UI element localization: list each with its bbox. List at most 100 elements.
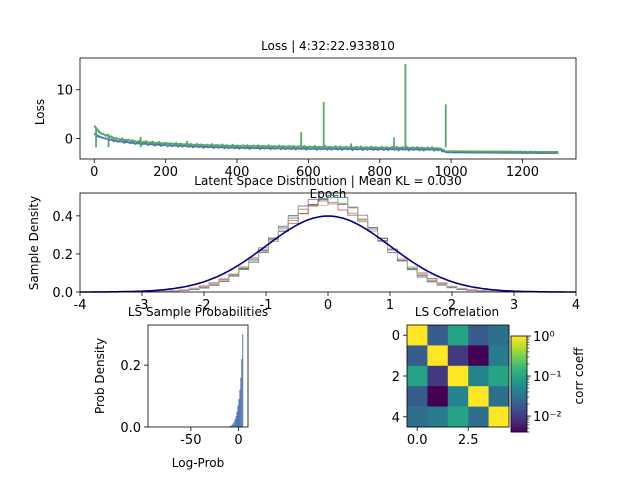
logprob-ytick-label: 0.0 bbox=[120, 421, 141, 436]
colorbar-segment bbox=[511, 372, 527, 375]
loss-series-noise bbox=[236, 143, 274, 149]
loss-series-noise bbox=[236, 145, 274, 151]
colorbar-frame bbox=[510, 335, 528, 433]
correlation-cell bbox=[447, 325, 469, 346]
logprob-hist-bar bbox=[236, 411, 238, 427]
loss-series-noise bbox=[486, 151, 523, 154]
colorbar-segment bbox=[511, 403, 527, 406]
latent-xtick-label: 4 bbox=[572, 298, 580, 313]
logprob-hist-bar bbox=[233, 421, 235, 427]
correlation-cell bbox=[407, 365, 428, 387]
colorbar-segment bbox=[511, 395, 527, 398]
colorbar-segment bbox=[511, 427, 527, 430]
loss-series-noise bbox=[414, 145, 441, 151]
colorbar-segment bbox=[511, 412, 527, 415]
logprob-title: LS Sample Probabilities bbox=[128, 305, 268, 319]
logprob-hist-bar bbox=[234, 419, 236, 427]
loss-xtick-label: 400 bbox=[225, 165, 250, 180]
correlation-xtick-label: 2.5 bbox=[458, 433, 479, 448]
correlation-cell bbox=[447, 345, 469, 367]
logprob-hist-bar bbox=[239, 389, 241, 427]
colorbar-segment bbox=[511, 382, 527, 385]
loss-plot-area: 0 200 400 600 800 1000 1200 0 10 bbox=[56, 63, 559, 180]
latent-hist-series-4 bbox=[80, 202, 576, 293]
colorbar-segment bbox=[511, 366, 527, 369]
loss-ytick-label: 10 bbox=[56, 84, 73, 99]
correlation-cell bbox=[468, 325, 489, 346]
loss-xtick-label: 200 bbox=[153, 165, 178, 180]
colorbar-segment bbox=[511, 364, 527, 367]
colorbar-segment bbox=[511, 336, 527, 338]
loss-axes-frame bbox=[79, 57, 577, 160]
colorbar-segment bbox=[511, 401, 527, 404]
colorbar-segment bbox=[511, 390, 527, 393]
colorbar-segment bbox=[511, 425, 527, 428]
logprob-hist-bar bbox=[230, 425, 232, 427]
loss-series-noise bbox=[272, 146, 309, 151]
latent-xtick-label: -3 bbox=[136, 298, 149, 313]
correlation-plot-area: 0.0 2.5 0 2 4 10⁰ 10⁻¹ 10⁻² bbox=[392, 324, 562, 448]
colorbar-segment bbox=[511, 374, 527, 377]
latent-ytick-label: 0.4 bbox=[52, 210, 73, 225]
latent-ylabel: Sample Density bbox=[27, 196, 41, 290]
latent-hist-series-2 bbox=[80, 200, 576, 293]
colorbar-segment bbox=[511, 350, 527, 353]
latent-xtick-label: 1 bbox=[386, 298, 394, 313]
colorbar-segment bbox=[511, 345, 527, 348]
colorbar-segment bbox=[511, 422, 527, 425]
colorbar-segment bbox=[511, 361, 527, 364]
loss-series-noise bbox=[445, 151, 452, 154]
loss-series-noise bbox=[272, 144, 309, 149]
latent-hist-series-0 bbox=[80, 195, 576, 293]
loss-series-noise bbox=[486, 150, 523, 153]
latent-ytick-label: 0.0 bbox=[52, 286, 73, 301]
colorbar-segment bbox=[511, 358, 527, 361]
correlation-title: LS Correlation bbox=[415, 305, 499, 319]
latent-hist-series-1 bbox=[80, 196, 576, 293]
colorbar-segment bbox=[511, 393, 527, 396]
colorbar-segment bbox=[511, 368, 527, 370]
colorbar-segment bbox=[511, 398, 527, 401]
correlation-cell bbox=[407, 386, 428, 407]
latent-panel: Latent Space Distribution | Mean KL = 0.… bbox=[27, 174, 580, 313]
colorbar-segment bbox=[511, 342, 527, 345]
correlation-cell bbox=[427, 345, 449, 367]
logprob-hist-bar bbox=[237, 405, 239, 427]
latent-xtick-label: -4 bbox=[74, 298, 87, 313]
loss-panel: Loss | 4:32:22.933810 Loss Epoch 0 200 400… bbox=[33, 39, 577, 201]
colorbar-segment bbox=[511, 409, 527, 412]
logprob-xtick-label: -50 bbox=[180, 433, 201, 448]
colorbar-segment bbox=[511, 340, 527, 343]
colorbar-segment bbox=[511, 411, 527, 414]
colorbar-segment bbox=[511, 337, 527, 340]
correlation-ytick-label: 4 bbox=[392, 411, 400, 426]
colorbar-segment bbox=[511, 348, 527, 351]
latent-xtick-label: -2 bbox=[198, 298, 211, 313]
correlation-ytick-label: 0 bbox=[392, 329, 400, 344]
latent-axes-frame bbox=[79, 192, 577, 293]
correlation-cell bbox=[468, 386, 489, 407]
latent-title: Latent Space Distribution | Mean KL = 0.… bbox=[194, 174, 461, 188]
loss-ytick-label: 0 bbox=[65, 133, 73, 148]
correlation-panel: LS Correlation 0.0 2.5 0 2 4 10⁰ 10⁻¹ 10⁻² corr… bbox=[392, 305, 586, 448]
colorbar-segment bbox=[511, 344, 527, 346]
latent-ytick-label: 0.2 bbox=[52, 248, 73, 263]
colorbar-segment bbox=[511, 424, 527, 426]
colorbar-segment bbox=[511, 360, 527, 362]
loss-series-noise bbox=[165, 141, 202, 148]
colorbar-segment bbox=[511, 352, 527, 354]
correlation-cell bbox=[488, 325, 510, 346]
loss-series-noise bbox=[307, 146, 345, 152]
loss-series-noise bbox=[379, 147, 416, 152]
loss-series-noise bbox=[522, 150, 559, 153]
colorbar-segment bbox=[511, 430, 527, 433]
latent-xtick-label: -1 bbox=[260, 298, 273, 313]
colorbar-segment bbox=[511, 404, 527, 407]
correlation-cell bbox=[468, 345, 489, 367]
logprob-plot-area: -50 0 0.0 0.2 bbox=[120, 334, 244, 448]
logprob-axes-frame bbox=[147, 324, 249, 428]
colorbar-segment bbox=[511, 380, 527, 383]
loss-series-noise bbox=[445, 150, 452, 153]
correlation-ytick-label: 2 bbox=[392, 370, 400, 385]
correlation-cell bbox=[427, 365, 449, 387]
